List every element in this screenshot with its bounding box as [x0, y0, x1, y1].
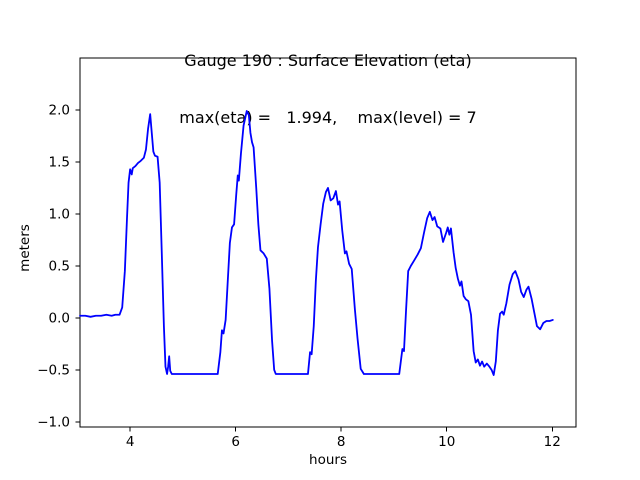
- chart-title-block: Gauge 190 : Surface Elevation (eta) max(…: [80, 13, 576, 165]
- y-tick-label: 1.0: [49, 207, 70, 223]
- y-tick-label: 0.0: [49, 311, 70, 327]
- y-tick-label: 1.5: [49, 155, 70, 171]
- ticks-group: 4 6 8 10 12 −1.0 −0.5 0.0 0.5 1.0 1.5 2.0: [37, 103, 561, 450]
- eta-line: [79, 110, 554, 376]
- x-axis-label: hours: [309, 452, 347, 468]
- chart-title: Gauge 190 : Surface Elevation (eta): [184, 51, 472, 70]
- chart-subtitle: max(eta) = 1.994, max(level) = 7: [179, 108, 477, 127]
- x-tick-label: 8: [337, 434, 346, 450]
- y-tick-label: 2.0: [49, 103, 70, 119]
- y-tick-label: 0.5: [49, 259, 70, 275]
- x-tick-label: 4: [126, 434, 135, 450]
- y-tick-label: −0.5: [37, 363, 70, 379]
- x-tick-label: 6: [231, 434, 240, 450]
- y-tick-label: −1.0: [37, 415, 70, 431]
- y-axis-label: meters: [17, 224, 33, 272]
- x-tick-label: 12: [544, 434, 561, 450]
- axes-frame: [79, 57, 577, 428]
- x-tick-label: 10: [438, 434, 455, 450]
